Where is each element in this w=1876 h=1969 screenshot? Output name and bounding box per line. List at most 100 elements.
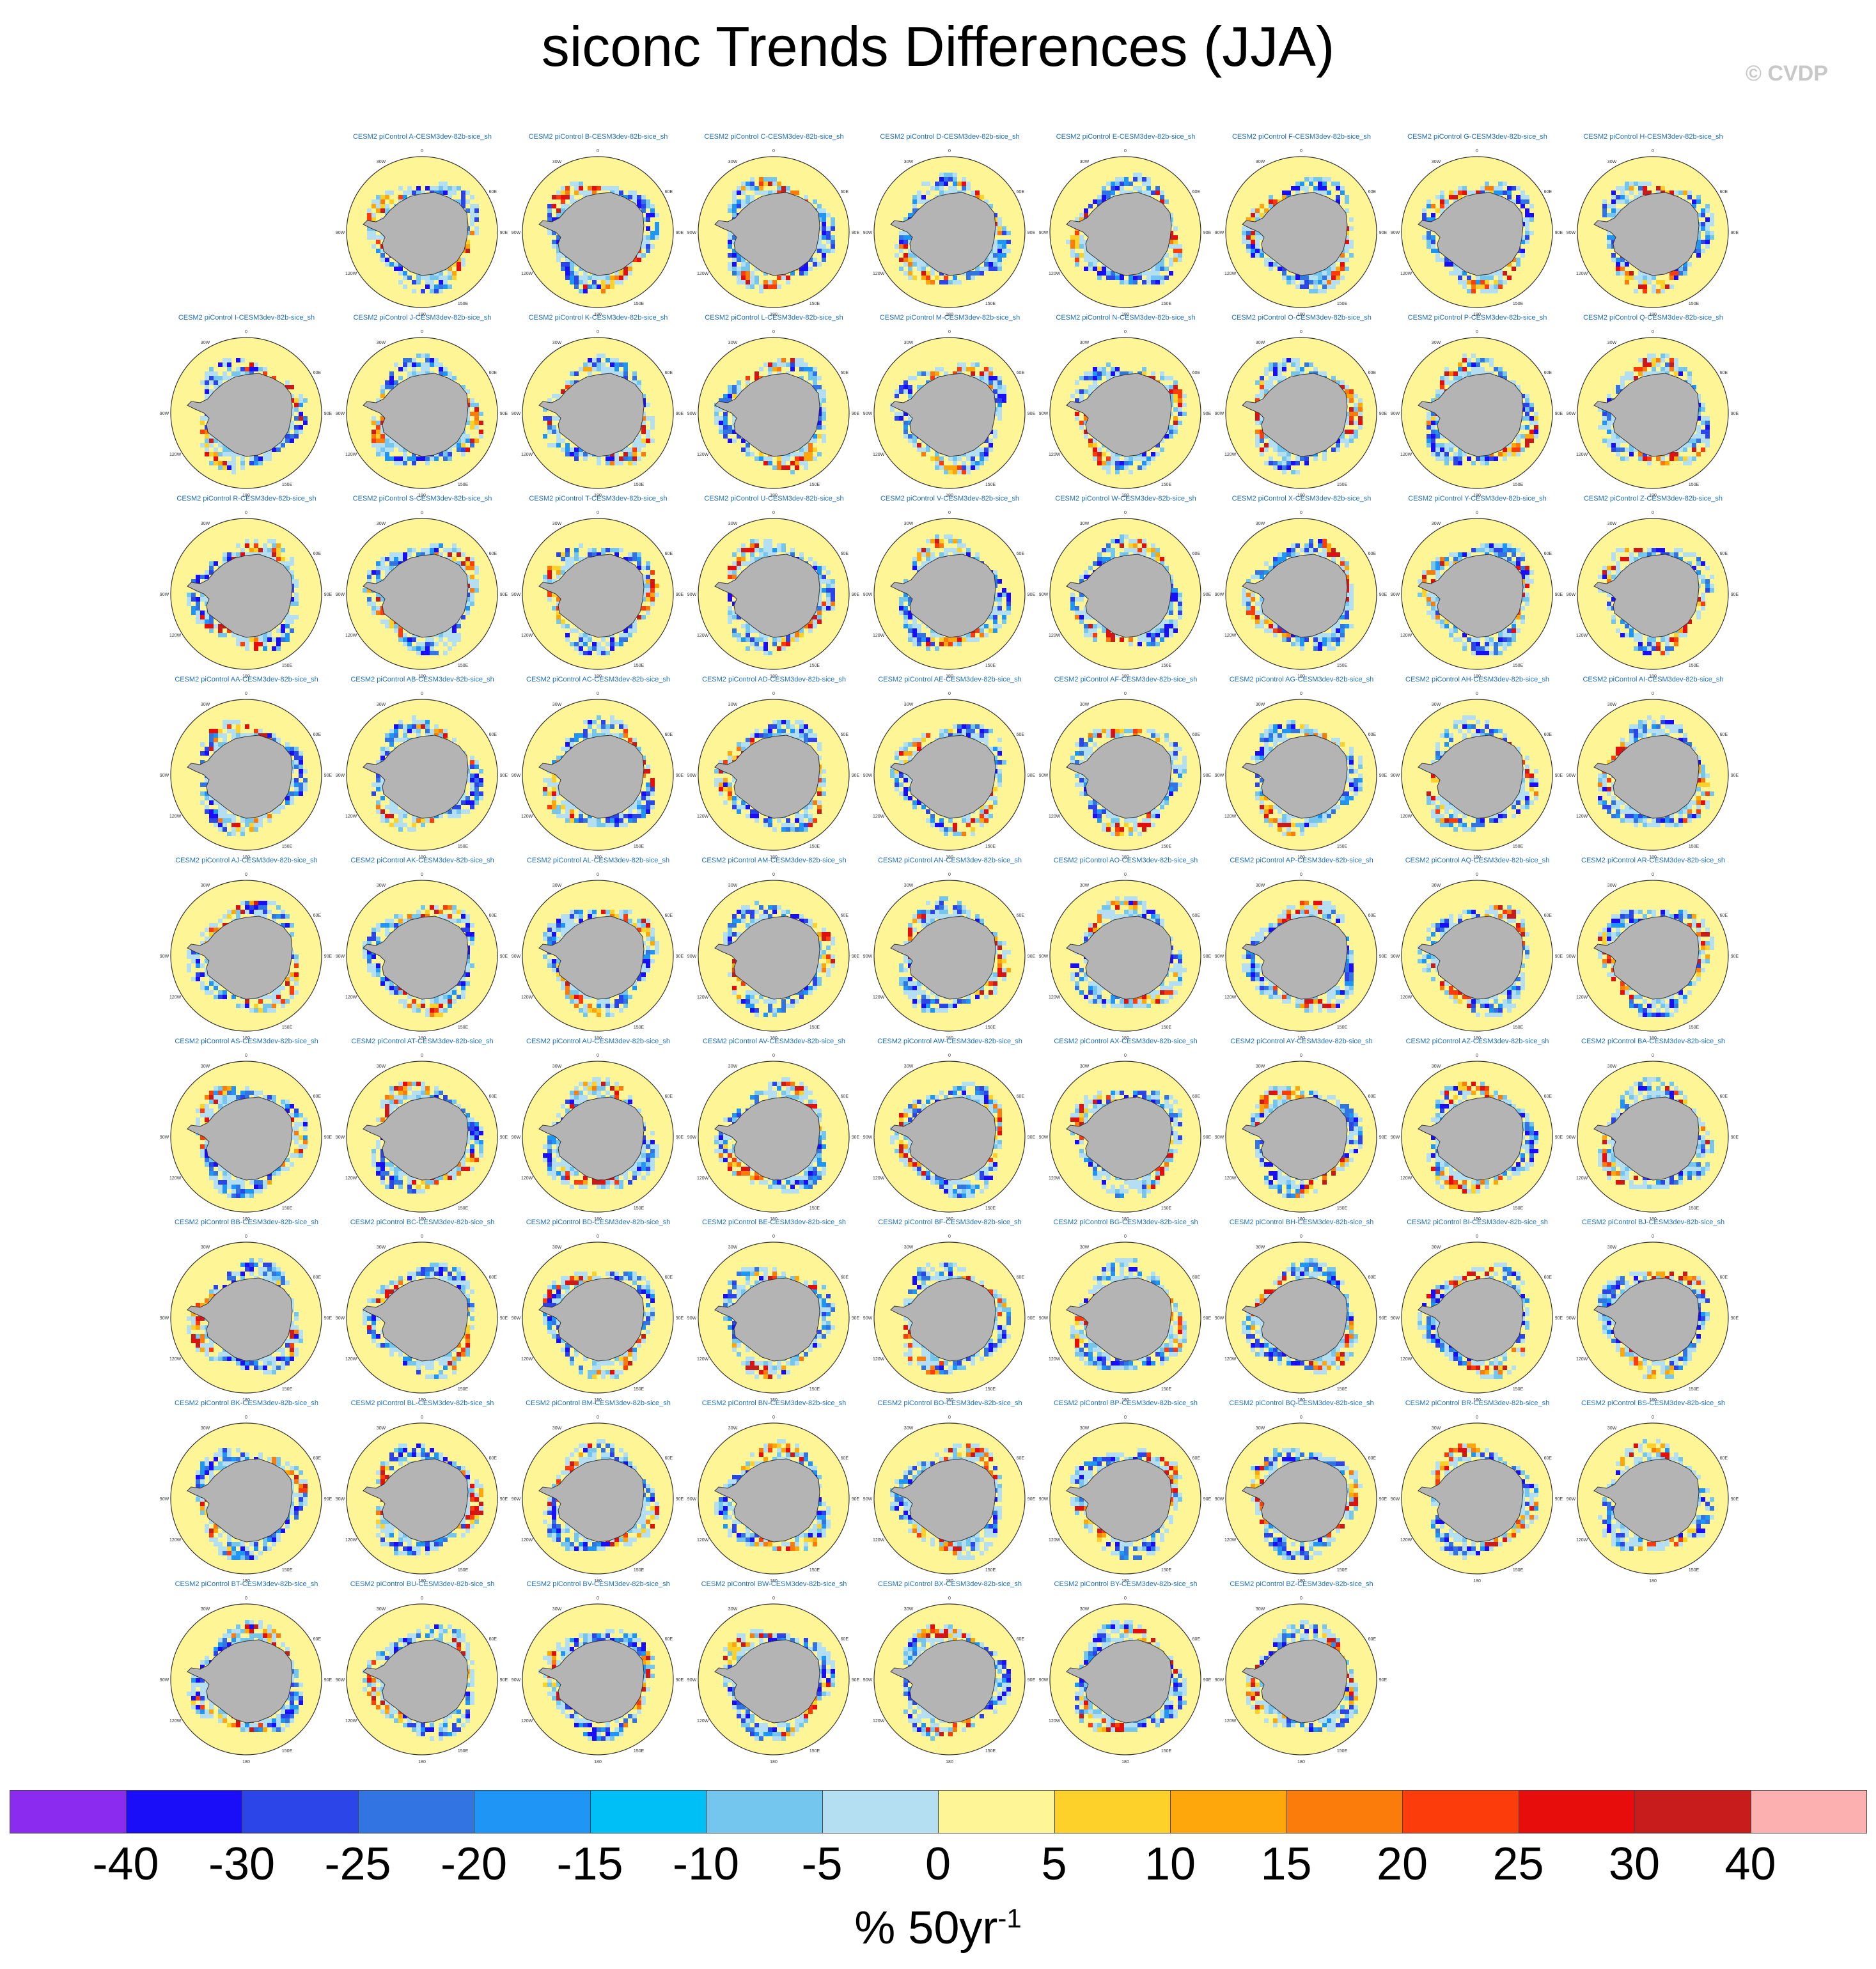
trend-cell <box>1269 258 1273 262</box>
trend-cell <box>474 439 479 443</box>
trend-cell <box>1701 407 1705 412</box>
trend-cell <box>772 280 777 284</box>
trend-cell <box>1286 452 1291 456</box>
trend-cell <box>601 289 606 293</box>
trend-cell <box>1295 191 1300 195</box>
trend-cell <box>1345 430 1349 434</box>
trend-cell <box>641 575 646 579</box>
lon-label: 60E <box>1544 190 1552 194</box>
trend-cell <box>1349 421 1354 425</box>
trend-cell <box>547 416 552 421</box>
trend-cell <box>1173 385 1178 389</box>
trend-cell <box>299 416 303 421</box>
trend-cell <box>1647 371 1652 376</box>
trend-cell <box>1084 208 1088 213</box>
trend-cell <box>412 646 416 651</box>
trend-cell <box>470 421 474 425</box>
trend-cell <box>1079 253 1084 258</box>
trend-cell <box>452 262 457 267</box>
lon-label: 90W <box>336 412 345 416</box>
trend-cell <box>980 456 984 461</box>
trend-cell <box>1647 461 1652 465</box>
trend-cell <box>1678 271 1683 276</box>
trend-cell <box>448 267 452 271</box>
trend-cell <box>786 362 790 367</box>
trend-cell <box>565 380 570 385</box>
trend-cell <box>470 579 474 584</box>
trend-cell <box>646 235 650 240</box>
trend-cell <box>214 376 218 380</box>
trend-cell <box>817 416 822 421</box>
trend-cell <box>822 434 826 439</box>
trend-cell <box>614 548 619 552</box>
trend-cell <box>1449 195 1453 199</box>
trend-cell <box>741 204 746 208</box>
trend-cell <box>935 461 939 465</box>
trend-cell <box>1498 276 1503 280</box>
trend-cell <box>732 213 737 217</box>
trend-cell <box>1696 213 1701 217</box>
trend-cell <box>1318 289 1322 293</box>
trend-cell <box>908 235 912 240</box>
trend-cell <box>759 177 763 182</box>
trend-cell <box>448 548 452 552</box>
trend-cell <box>1696 195 1701 199</box>
trend-cell <box>1529 416 1534 421</box>
trend-cell <box>1331 262 1336 267</box>
trend-cell <box>218 452 223 456</box>
trend-cell <box>817 434 822 439</box>
trend-cell <box>209 619 214 624</box>
trend-cell <box>267 633 272 637</box>
trend-cell <box>281 561 285 566</box>
trend-cell <box>614 362 619 367</box>
trend-cell <box>263 646 267 651</box>
trend-cell <box>939 177 944 182</box>
trend-cell <box>926 447 930 452</box>
trend-cell <box>588 367 592 371</box>
lon-label: 150E <box>1161 483 1172 487</box>
trend-cell <box>394 561 398 566</box>
trend-cell <box>759 182 763 186</box>
trend-cell <box>1598 407 1602 412</box>
trend-cell <box>1304 280 1309 284</box>
trend-cell <box>1115 276 1120 280</box>
trend-cell <box>1529 204 1534 208</box>
trend-cell <box>1520 434 1525 439</box>
trend-cell <box>908 213 912 217</box>
trend-cell <box>728 385 732 389</box>
trend-cell <box>975 195 980 199</box>
trend-cell <box>1647 362 1652 367</box>
trend-cell <box>1494 456 1498 461</box>
trend-cell <box>1093 262 1097 267</box>
trend-cell <box>1647 280 1652 284</box>
trend-cell <box>614 186 619 191</box>
trend-cell <box>249 548 254 552</box>
lon-label: 150E <box>458 664 469 668</box>
trend-cell <box>1151 280 1155 284</box>
trend-cell <box>768 191 772 195</box>
trend-cell <box>1525 439 1529 443</box>
trend-cell <box>637 380 641 385</box>
trend-cell <box>1093 371 1097 376</box>
trend-cell <box>1661 280 1665 284</box>
trend-cell <box>1678 447 1683 452</box>
trend-cell <box>1534 425 1538 430</box>
trend-cell <box>276 552 281 557</box>
trend-cell <box>646 579 650 584</box>
trend-cell <box>1079 240 1084 244</box>
trend-cell <box>1169 244 1173 249</box>
trend-cell <box>200 597 205 602</box>
map-border <box>873 337 1026 489</box>
trend-cell <box>831 222 835 226</box>
trend-cell <box>1354 434 1358 439</box>
trend-cell <box>249 362 254 367</box>
trend-cell <box>637 566 641 570</box>
trend-cell <box>1070 253 1075 258</box>
trend-cell <box>1151 276 1155 280</box>
trend-cell <box>263 637 267 642</box>
trend-cell <box>601 367 606 371</box>
trend-cell <box>385 208 389 213</box>
trend-cell <box>470 217 474 222</box>
trend-cell <box>1525 398 1529 403</box>
trend-cell <box>565 262 570 267</box>
